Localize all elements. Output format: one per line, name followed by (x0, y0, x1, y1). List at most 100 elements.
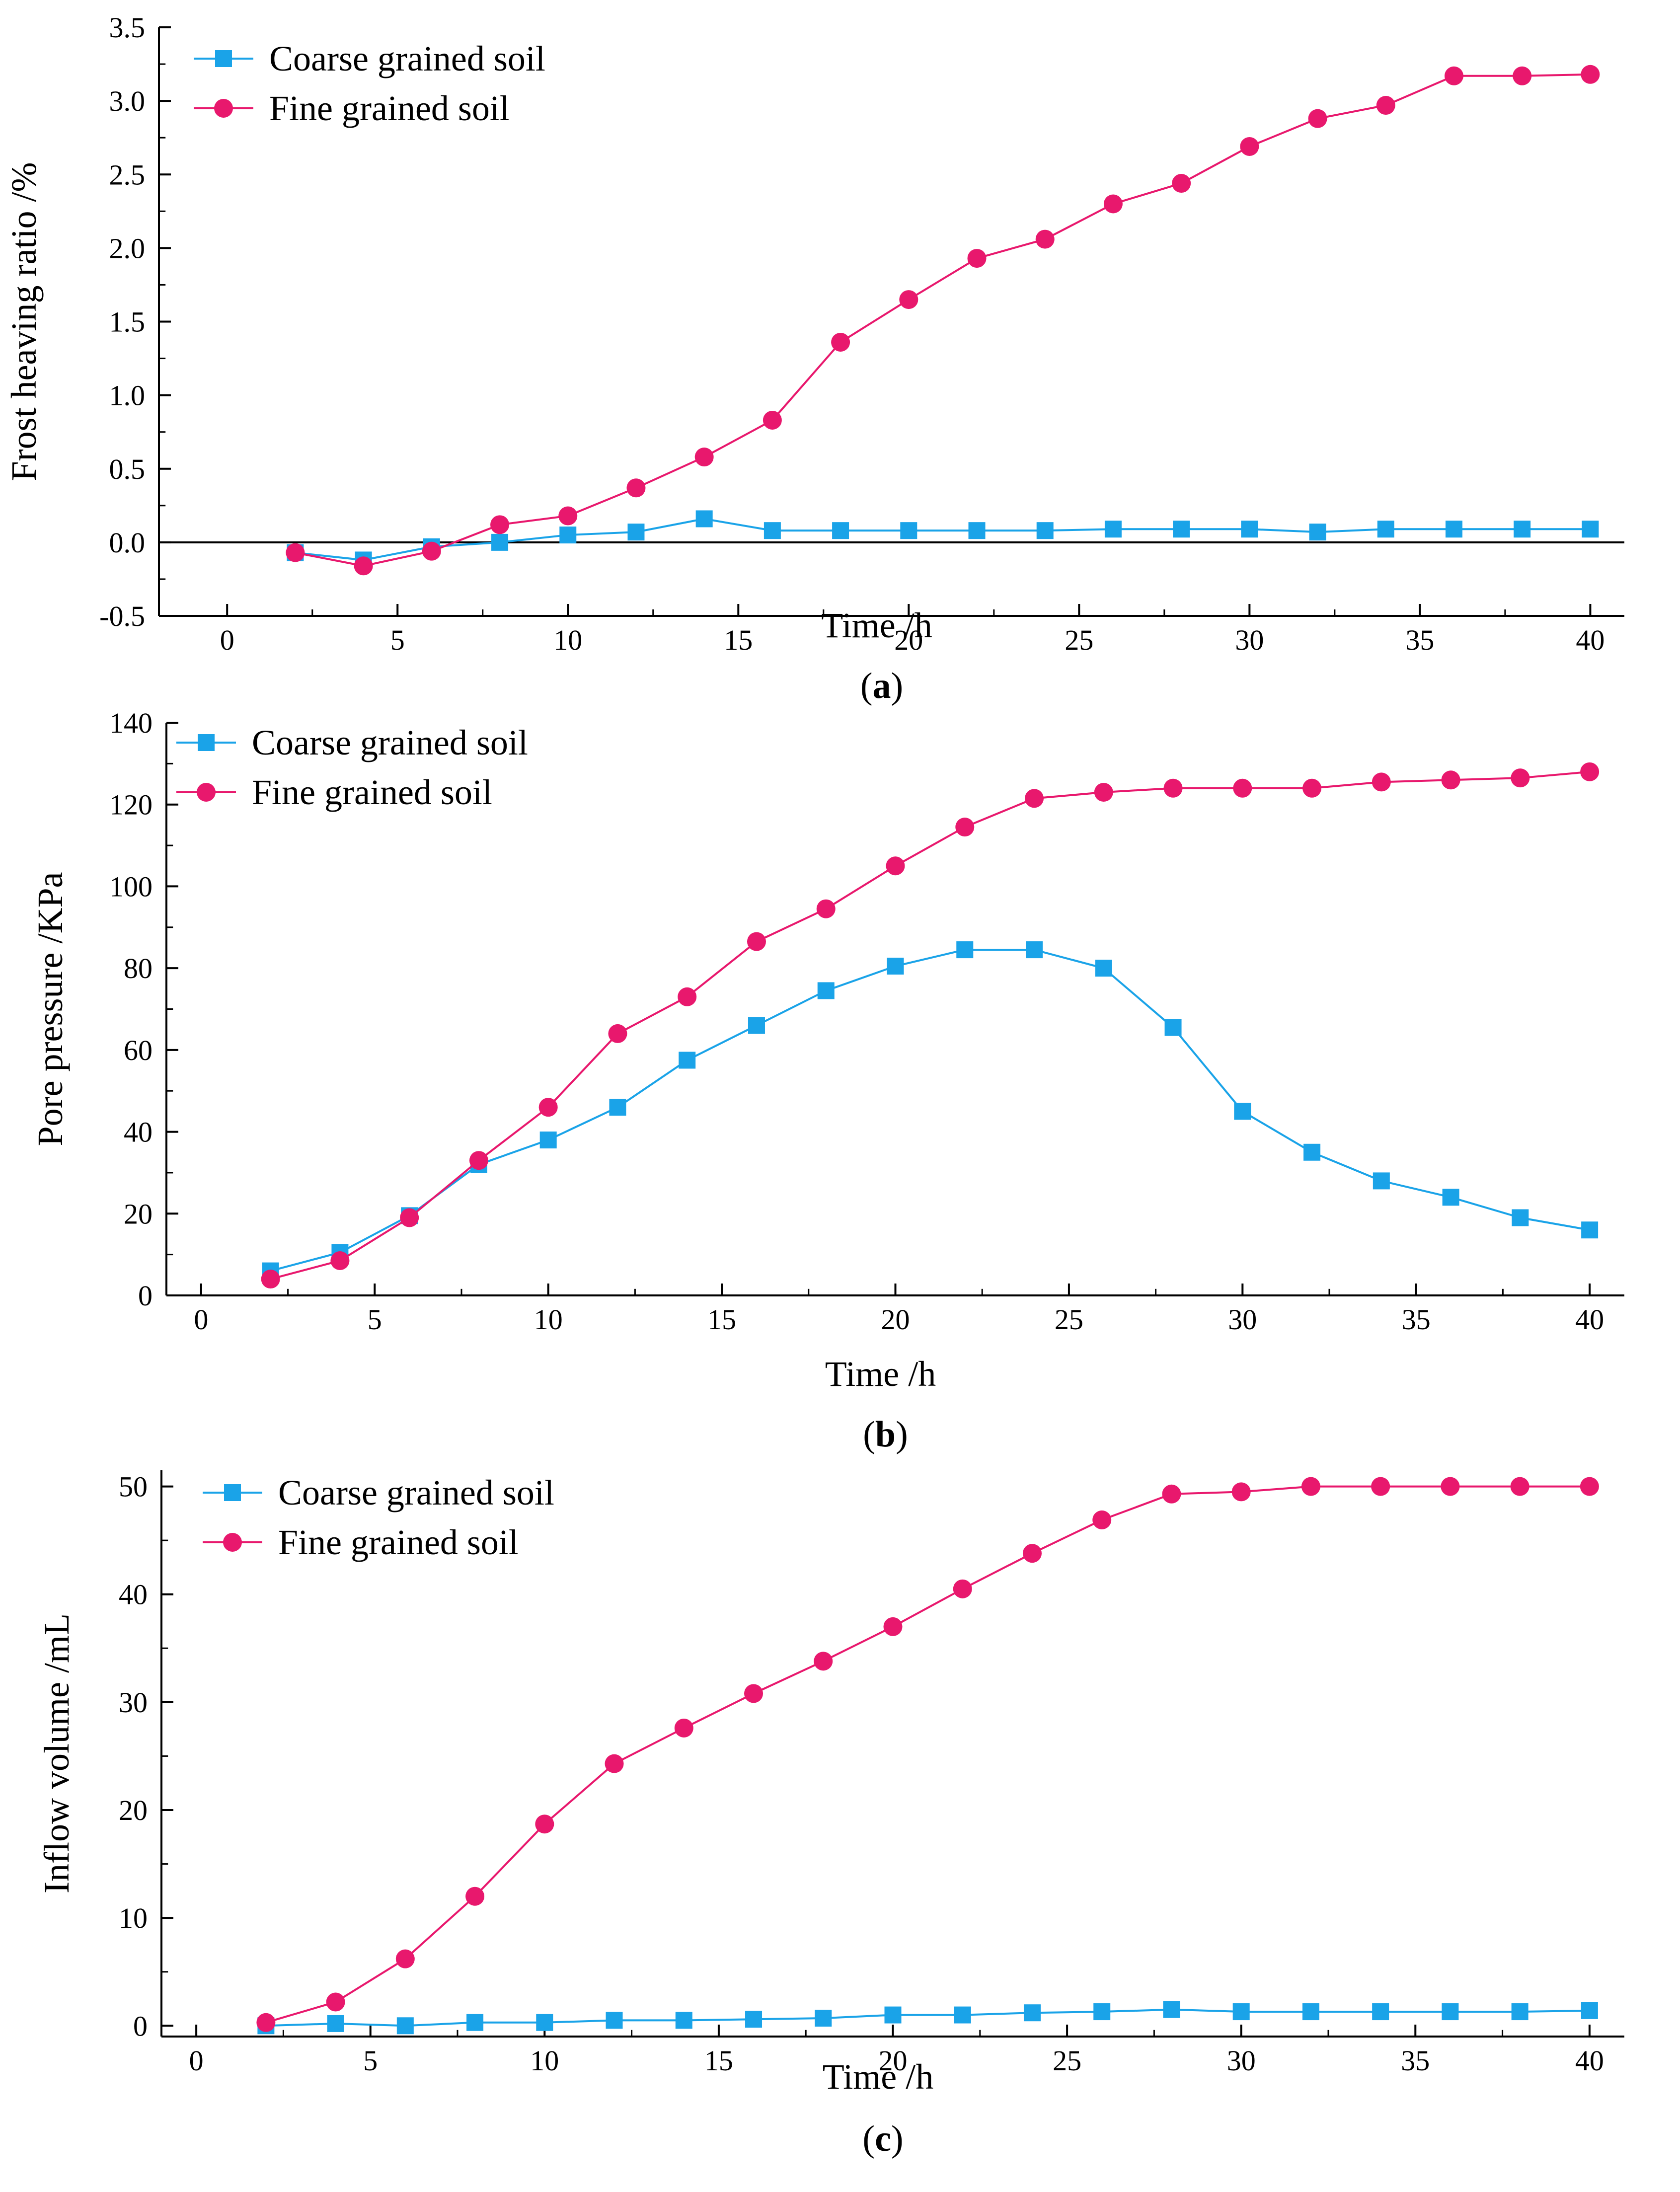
data-point (675, 2012, 692, 2029)
data-point (764, 522, 781, 539)
data-point (354, 556, 373, 576)
data-point (1093, 2003, 1111, 2021)
x-tick-label: 5 (390, 624, 405, 656)
data-point (1232, 2003, 1250, 2021)
data-point (679, 1052, 696, 1069)
data-point (886, 856, 905, 876)
series-fine (256, 1477, 1599, 2032)
legend-label: Coarse grained soil (252, 723, 528, 762)
x-tick-label: 15 (724, 624, 753, 656)
data-point (884, 2006, 902, 2024)
data-point (883, 1617, 903, 1636)
data-point (1441, 770, 1460, 790)
legend-marker (223, 1533, 242, 1552)
panel-caption: (b) (863, 1414, 908, 1455)
data-point (466, 2014, 484, 2031)
x-tick-label: 20 (881, 1303, 910, 1336)
data-point (1035, 229, 1055, 249)
x-tick-label: 40 (1575, 1303, 1604, 1336)
data-point (748, 1017, 765, 1034)
data-point (1441, 1477, 1460, 1496)
data-point (1240, 137, 1259, 156)
series-line (265, 1485, 1590, 2024)
data-point (490, 515, 510, 534)
series-fine (261, 762, 1600, 1289)
data-point (1581, 1221, 1599, 1239)
legend-marker (214, 99, 233, 118)
data-point (1582, 521, 1599, 538)
data-point (887, 958, 904, 975)
y-tick-label: 1.0 (109, 379, 146, 412)
x-tick-label: 15 (707, 1303, 736, 1336)
data-point (1095, 960, 1112, 977)
data-point (286, 543, 305, 562)
data-point (1514, 521, 1531, 538)
data-point (606, 2012, 623, 2029)
data-point (745, 2011, 763, 2028)
y-tick-label: 0.5 (109, 453, 146, 485)
y-tick-label: 120 (109, 789, 153, 821)
y-tick-label: 50 (119, 1471, 148, 1503)
data-point (678, 987, 697, 1006)
legend-label: Fine grained soil (252, 772, 492, 812)
y-tick-label: 0.0 (109, 527, 146, 559)
data-point (1231, 1482, 1251, 1502)
x-tick-label: 25 (1055, 1303, 1083, 1336)
data-point (816, 899, 836, 918)
series-line (295, 518, 1591, 561)
y-tick-label: -0.5 (99, 600, 145, 632)
x-tick-label: 30 (1228, 1303, 1257, 1336)
data-point (422, 541, 441, 561)
data-point (330, 1251, 350, 1270)
chart-panel-c: 0 5 10 15 20 25 30 35 40 0 10 20 30 40 50 Time /h Inflow… (37, 1470, 1624, 2159)
data-point (1234, 1103, 1251, 1120)
data-point (1241, 521, 1258, 538)
x-tick-label: 40 (1575, 2044, 1604, 2077)
data-point (538, 1098, 558, 1117)
data-point (326, 1992, 345, 2012)
y-tick-label: 2.0 (109, 232, 146, 264)
legend-label: Coarse grained soil (278, 1473, 554, 1512)
y-tick-label: 20 (124, 1198, 153, 1230)
y-tick-label: 1.5 (109, 306, 146, 338)
x-tick-label: 30 (1227, 2044, 1256, 2077)
data-point (1442, 1189, 1459, 1206)
data-point (1036, 522, 1054, 539)
y-tick-label: 40 (124, 1116, 153, 1148)
data-point (491, 533, 509, 551)
y-tick-label: 100 (109, 870, 153, 903)
panel-caption: (c) (862, 2118, 903, 2159)
x-tick-label: 10 (534, 1303, 563, 1336)
x-tick-label: 20 (879, 2044, 908, 2077)
data-point (695, 510, 713, 528)
x-tick-label: 25 (1053, 2044, 1081, 2077)
data-point (900, 522, 917, 539)
series-coarse (262, 941, 1599, 1280)
data-point (605, 1754, 624, 1773)
data-point (536, 2014, 553, 2031)
y-tick-label: 80 (124, 952, 153, 984)
series-coarse (287, 510, 1599, 569)
x-tick-label: 15 (704, 2044, 733, 2077)
x-tick-label: 0 (194, 1303, 208, 1336)
panel-letter: a (873, 666, 891, 706)
y-tick-label: 20 (119, 1794, 148, 1826)
legend-marker (198, 734, 215, 751)
data-point (261, 1270, 280, 1289)
x-tick-label: 35 (1405, 624, 1434, 656)
x-tick-label: 40 (1576, 624, 1604, 656)
data-point (694, 448, 714, 467)
data-point (1026, 941, 1043, 959)
legend-marker (215, 50, 232, 67)
x-tick-label: 0 (189, 2044, 204, 2077)
legend-label: Fine grained soil (269, 88, 510, 128)
panel-letter: b (875, 1414, 896, 1455)
data-point (955, 818, 975, 837)
x-tick-label: 20 (894, 624, 923, 656)
y-axis-title: Pore pressure /KPa (30, 872, 70, 1146)
y-tick-label: 10 (119, 1902, 148, 1934)
series-line (270, 770, 1590, 1280)
y-axis-title: Frost heaving ratio /% (4, 162, 44, 481)
panel-caption: (a) (860, 666, 903, 706)
y-tick-label: 2.5 (109, 158, 146, 191)
